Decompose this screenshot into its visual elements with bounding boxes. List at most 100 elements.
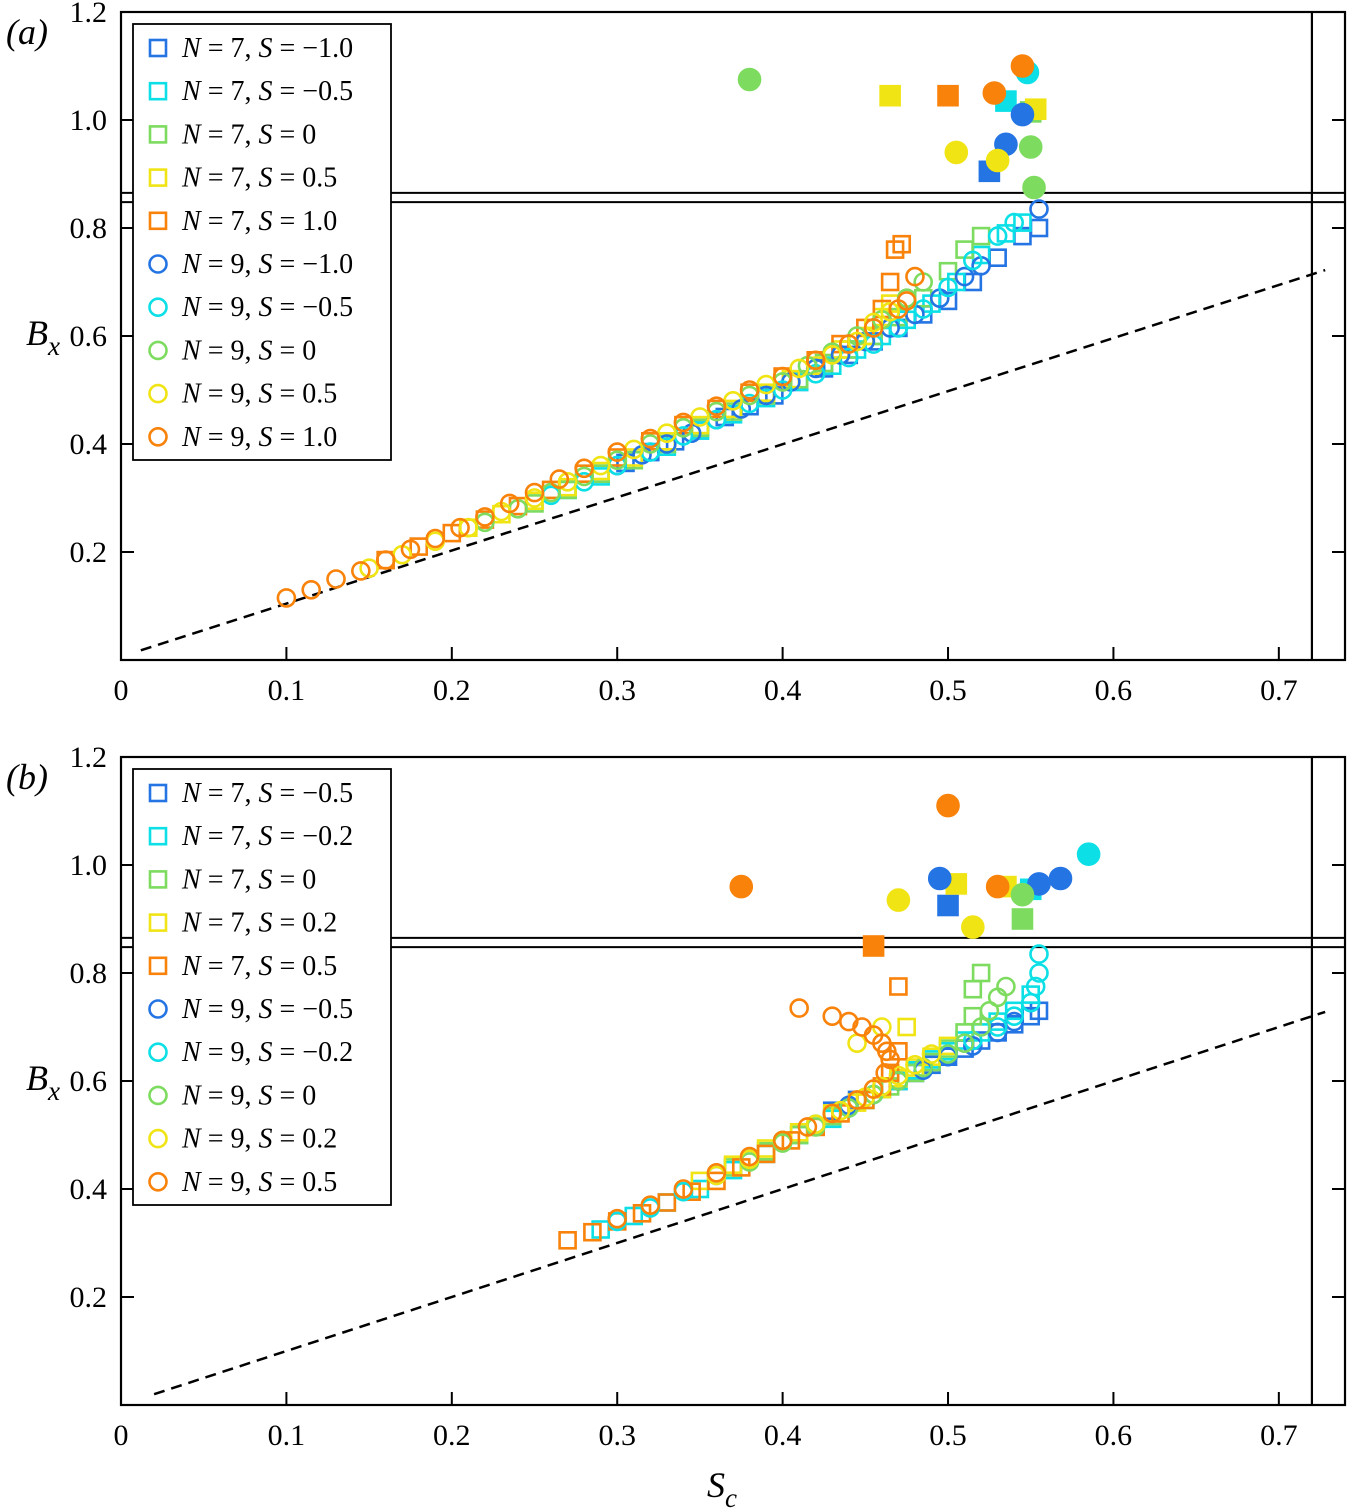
data-point (822, 1006, 843, 1027)
data-point (148, 1171, 168, 1192)
series (475, 67, 1046, 533)
legend-entry-label: N = 7, S = 0 (181, 864, 316, 895)
data-point (847, 1033, 867, 1054)
data-point (148, 1042, 168, 1063)
data-point (737, 67, 762, 92)
legend-entry-label: N = 9, S = 0.5 (181, 379, 337, 410)
legend-entry-label: N = 9, S = −0.2 (181, 1037, 353, 1068)
series (607, 793, 1010, 1229)
legend-entry-label: N = 7, S = −0.5 (181, 76, 353, 107)
legend: N = 7, S = −0.5 N = 7, S = −0.2 N = 7, S =… (132, 768, 392, 1206)
data-point (148, 254, 168, 274)
data-point (673, 1179, 694, 1199)
data-point (996, 976, 1016, 997)
data-point (301, 579, 322, 600)
data-point (739, 1146, 760, 1167)
legend: N = 7, S = −1.0 N = 7, S = −0.5 N = 7, S =… (132, 23, 392, 461)
data-point (409, 537, 429, 556)
data-point (1010, 102, 1035, 127)
data-point (888, 318, 909, 338)
legend-entry-label: N = 9, S = 0 (181, 1080, 316, 1111)
data-point (706, 1162, 727, 1183)
legend-box (132, 23, 392, 461)
x-tick-label: 0.4 (764, 1419, 802, 1452)
data-point (148, 1128, 168, 1149)
data-point (985, 148, 1010, 173)
data-point (897, 1017, 916, 1037)
y-tick-label: 1.2 (70, 0, 108, 29)
data-point (905, 266, 925, 287)
data-point (640, 1195, 661, 1216)
data-point (971, 226, 991, 246)
data-point (326, 569, 346, 589)
data-point (359, 558, 379, 579)
legend-entry-label: N = 7, S = 0.5 (181, 951, 337, 982)
legend-entry-label: N = 7, S = −1.0 (181, 33, 353, 64)
data-point (852, 1017, 872, 1037)
y-tick-label: 0.8 (70, 212, 108, 245)
data-point (148, 38, 168, 58)
data-point (1010, 54, 1035, 78)
data-point (863, 318, 884, 338)
data-point (148, 297, 168, 318)
x-tick-label: 0 (114, 674, 129, 707)
x-tick-label: 0.5 (929, 1419, 967, 1452)
data-point (954, 266, 975, 287)
data-point (863, 312, 884, 333)
data-point (640, 428, 661, 449)
dashed-reference-line (153, 1010, 1326, 1396)
data-point (1076, 842, 1101, 866)
data-point (148, 125, 168, 144)
series (359, 140, 1010, 579)
data-point (789, 358, 809, 379)
data-point (938, 277, 958, 298)
data-point (729, 874, 754, 899)
y-tick-label: 0.4 (70, 428, 108, 461)
data-point (805, 350, 826, 371)
data-point (458, 517, 479, 538)
data-point (921, 1044, 942, 1064)
legend-entry-label: N = 9, S = −1.0 (181, 249, 353, 280)
y-tick-label: 1.2 (70, 745, 108, 774)
data-point (148, 383, 168, 404)
data-point (375, 550, 396, 570)
legend-entry-label: N = 7, S = 0 (181, 119, 316, 150)
legend-entry-label: N = 7, S = −0.2 (181, 821, 353, 852)
legend-entry-label: N = 9, S = 0.2 (181, 1124, 337, 1155)
data-point (1010, 882, 1035, 907)
data-point (425, 528, 446, 549)
panel-b-plot: 0 0.1 0.2 0.3 0.4 0.5 0.6 0.7 0.2 0.4 0.6 0.8 1.0 1.2… (70, 745, 1347, 1452)
data-point (351, 561, 371, 581)
data-point (148, 999, 168, 1019)
data-point (888, 1065, 909, 1086)
legend-box (132, 768, 392, 1206)
legend-entry-label: N = 7, S = 1.0 (181, 206, 337, 237)
data-point (971, 1017, 991, 1037)
data-point (657, 1193, 677, 1212)
data-point (880, 272, 900, 292)
data-point (954, 1033, 975, 1054)
y-tick-label: 0.4 (70, 1173, 108, 1206)
data-point (1004, 1006, 1024, 1027)
data-point (886, 888, 911, 912)
legend-entry-label: N = 9, S = 0.5 (181, 1167, 337, 1198)
data-point (400, 539, 421, 560)
data-point (1029, 944, 1049, 964)
data-point (987, 226, 1008, 246)
data-point (276, 588, 297, 608)
panel-a-label: (a) (6, 12, 48, 52)
data-point (583, 1222, 602, 1242)
data-point (789, 998, 809, 1018)
x-tick-label: 0.6 (1095, 1419, 1133, 1452)
data-point (148, 956, 168, 976)
data-point (682, 1182, 701, 1202)
data-point (913, 299, 934, 319)
data-point (830, 1100, 851, 1121)
y-tick-label: 1.0 (70, 849, 108, 882)
data-point (148, 913, 168, 932)
legend-entry-label: N = 7, S = 0.2 (181, 908, 337, 939)
data-point (847, 331, 867, 352)
data-point (847, 1090, 867, 1110)
panel-a: (a) Bx 0 0.1 0.2 0.3 0.4 0.5 0.6 0.7 0.2 0.4 0.6 0.… (6, 0, 1347, 707)
